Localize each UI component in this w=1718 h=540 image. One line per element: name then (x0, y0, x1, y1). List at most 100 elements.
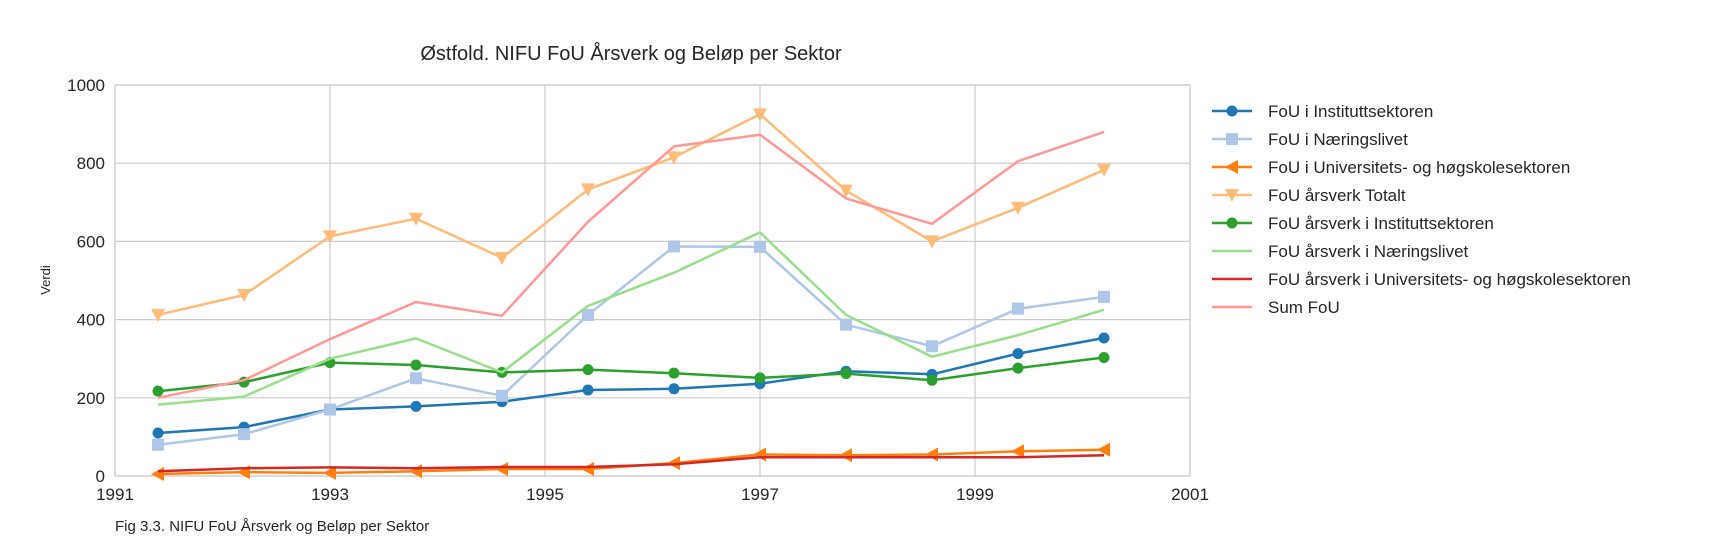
data-point (1011, 444, 1024, 459)
x-tick-label: 1997 (741, 485, 779, 504)
legend-label: Sum FoU (1268, 298, 1340, 317)
data-point (1098, 290, 1110, 303)
figure-caption: Fig 3.3. NIFU FoU Årsverk og Beløp per S… (115, 518, 429, 535)
legend-label: FoU årsverk i Næringslivet (1268, 242, 1469, 261)
data-point (151, 467, 164, 482)
data-point (323, 230, 337, 244)
legend-marker (1226, 133, 1238, 145)
legend-label: FoU i Næringslivet (1268, 130, 1408, 149)
series-layer (151, 108, 1111, 482)
data-point (238, 428, 250, 441)
data-point (754, 372, 766, 384)
x-tick-label: 2001 (1171, 485, 1209, 504)
x-axis-ticks: 1991 1993 1995 1997 1999 2001 (96, 485, 1209, 504)
legend-marker (1225, 189, 1239, 202)
data-point (753, 108, 767, 122)
data-point (668, 383, 680, 395)
series-line (157, 130, 1105, 400)
data-point (324, 403, 336, 416)
y-axis-ticks: 0 200 400 600 800 1000 (67, 76, 105, 486)
data-point (925, 447, 938, 462)
data-point (668, 367, 680, 379)
data-point (152, 385, 164, 397)
legend-item: FoU årsverk i Instituttsektoren (1212, 214, 1494, 233)
data-point (1097, 442, 1110, 457)
series-4 (151, 108, 1111, 322)
legend-item: FoU årsverk Totalt (1212, 186, 1406, 205)
data-point (926, 374, 938, 386)
series-line (157, 448, 1105, 476)
series-line (157, 454, 1105, 473)
data-point (1012, 362, 1024, 374)
data-point (323, 465, 336, 480)
legend-marker (1225, 160, 1238, 174)
series-7 (157, 454, 1105, 473)
y-tick-label: 200 (77, 389, 105, 408)
data-point (582, 384, 594, 396)
y-tick-label: 1000 (67, 76, 105, 95)
data-point (152, 438, 164, 451)
data-point (496, 389, 508, 402)
legend-label: FoU i Universitets- og høgskolesektoren (1268, 158, 1570, 177)
data-point (839, 184, 853, 198)
data-point (926, 340, 938, 353)
series-8 (157, 130, 1105, 400)
legend: FoU i Instituttsektoren FoU i Næringslive… (1212, 102, 1631, 317)
legend-marker (1226, 105, 1238, 117)
legend-label: FoU årsverk Totalt (1268, 186, 1406, 205)
legend-item: FoU årsverk i Universitets- og høgskoles… (1212, 270, 1631, 289)
data-point (410, 400, 422, 412)
data-point (1098, 332, 1110, 344)
x-tick-label: 1993 (311, 485, 349, 504)
data-point (667, 151, 681, 165)
data-point (581, 183, 595, 197)
legend-item: FoU i Instituttsektoren (1212, 102, 1433, 121)
data-point (582, 308, 594, 321)
chart-title: Østfold. NIFU FoU Årsverk og Beløp per S… (420, 42, 842, 65)
data-point (1098, 352, 1110, 364)
y-tick-label: 400 (77, 311, 105, 330)
series-line (157, 231, 1105, 407)
legend-marker (1226, 217, 1238, 229)
series-line (157, 356, 1105, 393)
legend-label: FoU i Instituttsektoren (1268, 102, 1433, 121)
x-tick-label: 1999 (956, 485, 994, 504)
data-point (840, 368, 852, 380)
data-point (1012, 348, 1024, 360)
data-point (668, 240, 680, 253)
series-line (157, 113, 1105, 317)
data-point (237, 288, 251, 302)
y-axis-label: Verdi (38, 265, 53, 295)
y-tick-label: 800 (77, 154, 105, 173)
data-point (1011, 201, 1025, 215)
x-tick-label: 1995 (526, 485, 564, 504)
data-point (839, 448, 852, 463)
data-point (582, 364, 594, 376)
series-line (157, 245, 1105, 446)
legend-item: FoU i Næringslivet (1212, 130, 1408, 149)
series-2 (152, 240, 1110, 451)
data-point (840, 318, 852, 331)
legend-item: FoU i Universitets- og høgskolesektoren (1212, 158, 1570, 177)
legend-item: Sum FoU (1212, 298, 1340, 317)
legend-item: FoU årsverk i Næringslivet (1212, 242, 1469, 261)
data-point (1012, 302, 1024, 315)
data-point (151, 308, 165, 322)
series-3 (151, 442, 1110, 482)
y-tick-label: 0 (96, 467, 105, 486)
data-point (409, 212, 423, 226)
data-point (754, 240, 766, 253)
data-point (495, 251, 509, 265)
data-point (410, 359, 422, 371)
data-point (152, 427, 164, 439)
data-point (495, 461, 508, 476)
plot-area-frame (114, 84, 1191, 477)
legend-label: FoU årsverk i Universitets- og høgskoles… (1268, 270, 1631, 289)
legend-label: FoU årsverk i Instituttsektoren (1268, 214, 1494, 233)
data-point (410, 372, 422, 385)
data-point (581, 461, 594, 476)
series-6 (157, 231, 1105, 407)
data-point (1097, 163, 1111, 177)
x-tick-label: 1991 (96, 485, 134, 504)
